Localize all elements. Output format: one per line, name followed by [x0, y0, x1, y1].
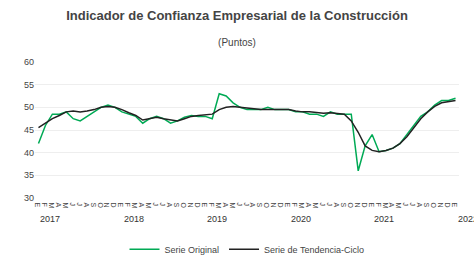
svg-text:45: 45 [24, 125, 34, 135]
svg-text:M: M [382, 203, 389, 209]
svg-text:A: A [138, 203, 145, 208]
svg-text:A: A [388, 203, 395, 208]
svg-text:J: J [319, 203, 326, 207]
svg-text:J: J [409, 203, 416, 207]
svg-text:O: O [347, 203, 354, 209]
svg-text:J: J [236, 203, 243, 207]
svg-text:J: J [326, 203, 333, 207]
svg-text:M: M [145, 203, 152, 209]
svg-text:50: 50 [24, 102, 34, 112]
svg-text:E: E [117, 203, 124, 208]
svg-text:N: N [354, 203, 361, 208]
svg-text:(Puntos): (Puntos) [218, 37, 256, 48]
svg-text:2019: 2019 [207, 214, 227, 224]
svg-text:A: A [83, 203, 90, 208]
svg-text:F: F [208, 203, 215, 207]
svg-text:2021: 2021 [374, 214, 394, 224]
svg-text:M: M [215, 203, 222, 209]
svg-text:E: E [34, 203, 41, 208]
svg-text:A: A [305, 203, 312, 208]
svg-text:S: S [90, 203, 97, 208]
svg-text:M: M [48, 203, 55, 209]
svg-text:E: E [368, 203, 375, 208]
svg-text:A: A [55, 203, 62, 208]
svg-text:S: S [340, 203, 347, 208]
svg-text:Serie de Tendencia-Ciclo: Serie de Tendencia-Ciclo [264, 245, 364, 255]
svg-text:N: N [103, 203, 110, 208]
svg-text:Indicador de Confianza Empresa: Indicador de Confianza Empresarial de la… [66, 8, 408, 23]
svg-text:60: 60 [24, 57, 34, 67]
svg-text:O: O [263, 203, 270, 209]
svg-text:A: A [333, 203, 340, 208]
svg-text:M: M [229, 203, 236, 209]
svg-text:35: 35 [24, 170, 34, 180]
svg-text:30: 30 [24, 193, 34, 203]
svg-text:N: N [187, 203, 194, 208]
svg-text:Serie Original: Serie Original [165, 245, 220, 255]
svg-text:55: 55 [24, 80, 34, 90]
svg-text:J: J [159, 203, 166, 207]
svg-text:J: J [76, 203, 83, 207]
svg-text:M: M [395, 203, 402, 209]
svg-text:F: F [375, 203, 382, 207]
svg-text:E: E [284, 203, 291, 208]
svg-text:M: M [312, 203, 319, 209]
svg-text:F: F [41, 203, 48, 207]
svg-text:M: M [62, 203, 69, 209]
svg-text:M: M [131, 203, 138, 209]
svg-text:D: D [277, 203, 284, 208]
svg-text:J: J [243, 203, 250, 207]
svg-text:S: S [256, 203, 263, 208]
svg-text:2020: 2020 [291, 214, 311, 224]
svg-text:2018: 2018 [124, 214, 144, 224]
svg-text:E: E [201, 203, 208, 208]
svg-text:O: O [430, 203, 437, 209]
svg-text:A: A [222, 203, 229, 208]
svg-text:J: J [69, 203, 76, 207]
svg-text:N: N [270, 203, 277, 208]
svg-text:D: D [194, 203, 201, 208]
svg-text:D: D [110, 203, 117, 208]
svg-text:D: D [444, 203, 451, 208]
svg-text:J: J [152, 203, 159, 207]
svg-text:F: F [291, 203, 298, 207]
svg-text:S: S [423, 203, 430, 208]
svg-text:A: A [166, 203, 173, 208]
svg-text:M: M [298, 203, 305, 209]
svg-text:2017: 2017 [40, 214, 60, 224]
svg-text:F: F [124, 203, 131, 207]
svg-text:O: O [97, 203, 104, 209]
svg-text:N: N [437, 203, 444, 208]
svg-text:S: S [173, 203, 180, 208]
svg-text:A: A [249, 203, 256, 208]
svg-text:O: O [180, 203, 187, 209]
svg-text:40: 40 [24, 148, 34, 158]
svg-text:2022: 2022 [458, 214, 474, 224]
svg-text:D: D [361, 203, 368, 208]
svg-text:A: A [416, 203, 423, 208]
svg-text:J: J [402, 203, 409, 207]
svg-text:E: E [451, 203, 458, 208]
